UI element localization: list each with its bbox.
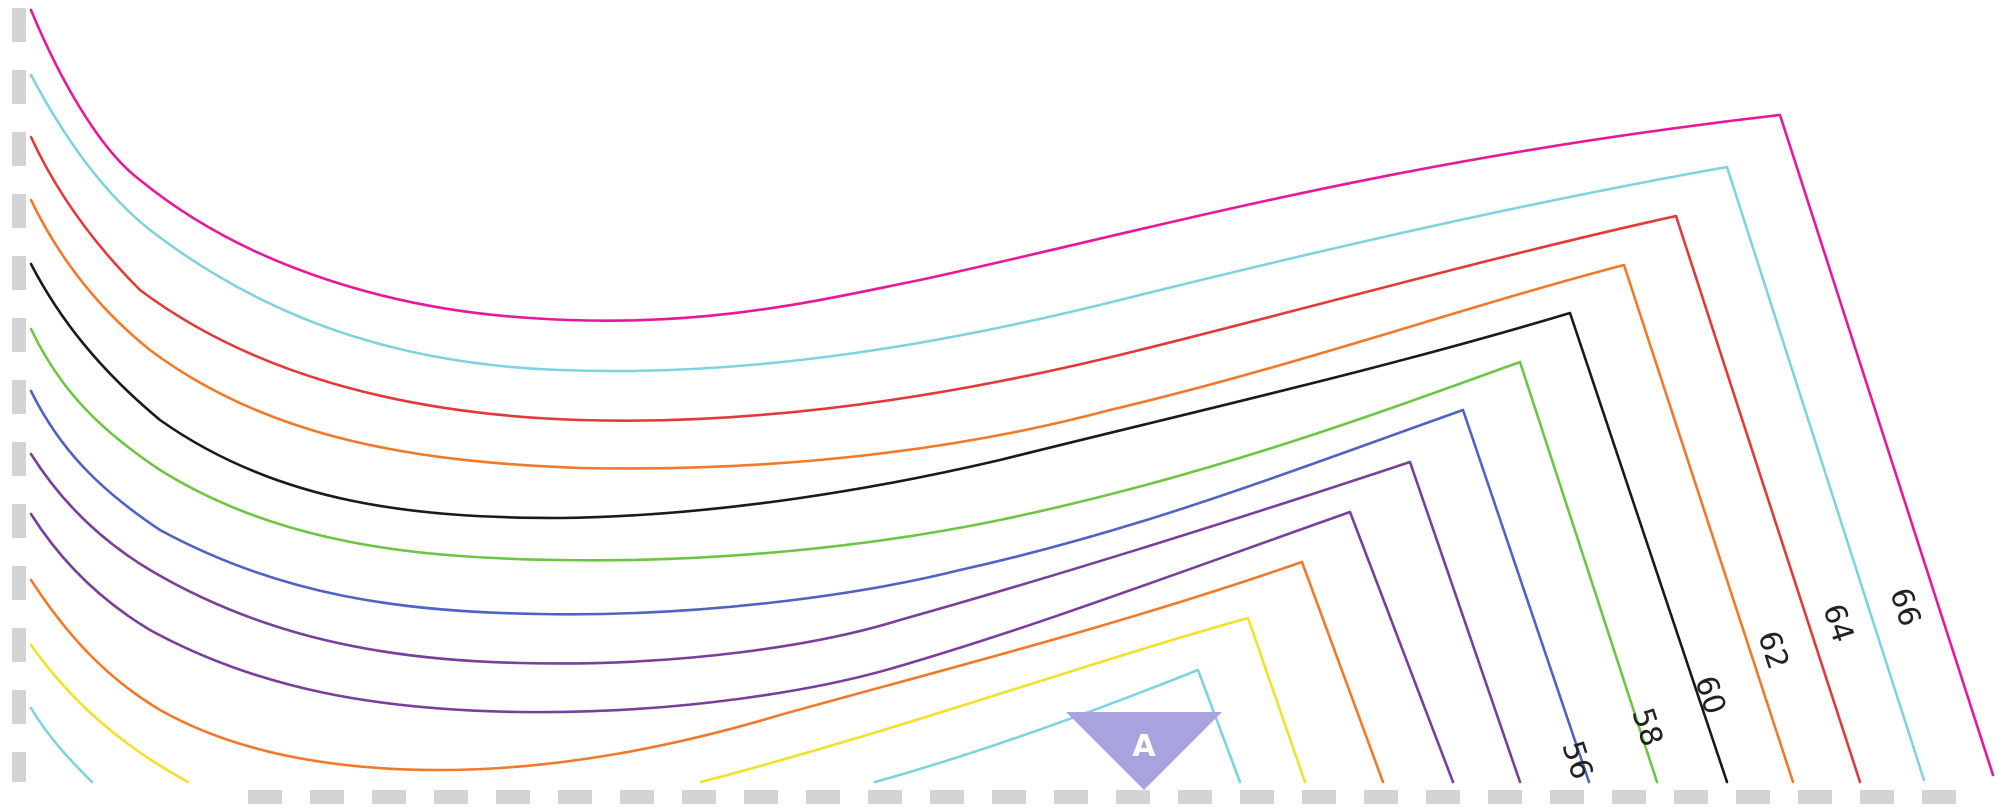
contour-line: [29, 706, 94, 784]
contour-line: [29, 262, 1729, 784]
triangle-marker-icon: A: [1066, 712, 1222, 790]
contour-line: [29, 198, 1795, 784]
contour-line: [29, 643, 190, 784]
contour-line: [29, 560, 1385, 784]
contour-line: [29, 389, 1591, 784]
contour-lines: [29, 8, 1995, 784]
contour-label: 64: [1815, 600, 1860, 647]
contour-line: [873, 668, 1242, 784]
contour-line: [29, 510, 1455, 784]
contour-line: [29, 452, 1522, 784]
contour-label: 58: [1624, 704, 1669, 751]
contour-line: [29, 73, 1926, 782]
marker-triangle: [1066, 712, 1222, 790]
marker-label: A: [1132, 729, 1156, 764]
contour-line: [699, 616, 1307, 784]
contour-label: 56: [1554, 737, 1599, 784]
contour-line: [29, 327, 1659, 784]
boundary-dashes: [12, 8, 1970, 804]
contour-label: 60: [1687, 672, 1732, 719]
contour-label: 66: [1882, 584, 1927, 631]
contour-line: [29, 135, 1862, 784]
contour-line: [29, 8, 1995, 777]
contour-label: 62: [1750, 627, 1795, 674]
